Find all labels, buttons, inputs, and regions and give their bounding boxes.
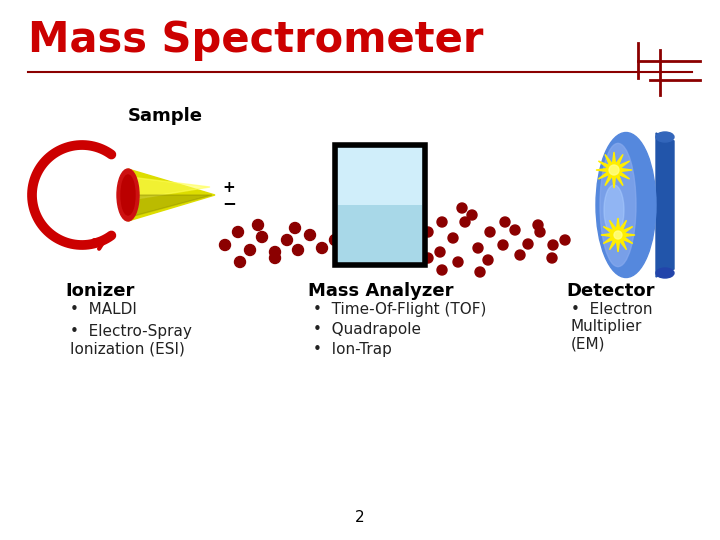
Circle shape — [448, 233, 458, 243]
Circle shape — [510, 225, 520, 235]
Polygon shape — [601, 218, 635, 252]
Text: •  MALDI: • MALDI — [70, 302, 137, 317]
Circle shape — [282, 234, 292, 246]
Circle shape — [547, 253, 557, 263]
Polygon shape — [656, 133, 674, 277]
Circle shape — [500, 217, 510, 227]
Circle shape — [253, 219, 264, 231]
Polygon shape — [130, 195, 212, 217]
Circle shape — [437, 217, 447, 227]
Text: •  Quadrapole: • Quadrapole — [313, 322, 421, 337]
Ellipse shape — [604, 185, 624, 235]
Circle shape — [483, 255, 493, 265]
Text: Mass Spectrometer: Mass Spectrometer — [28, 19, 483, 61]
Circle shape — [269, 246, 281, 258]
Ellipse shape — [596, 132, 656, 278]
Text: Detector: Detector — [566, 282, 654, 300]
Text: •  Electro-Spray
Ionization (ESI): • Electro-Spray Ionization (ESI) — [70, 324, 192, 356]
Circle shape — [423, 227, 433, 237]
Circle shape — [256, 232, 268, 242]
Circle shape — [235, 256, 246, 267]
Ellipse shape — [600, 144, 636, 267]
Circle shape — [435, 247, 445, 257]
Circle shape — [453, 257, 463, 267]
Text: •  Electron
Multiplier
(EM): • Electron Multiplier (EM) — [571, 302, 652, 352]
Circle shape — [269, 253, 281, 264]
Circle shape — [548, 240, 558, 250]
Circle shape — [437, 265, 447, 275]
Circle shape — [423, 253, 433, 263]
Circle shape — [609, 165, 619, 175]
Circle shape — [485, 227, 495, 237]
Text: •  Ion-Trap: • Ion-Trap — [313, 342, 392, 357]
Ellipse shape — [121, 175, 135, 215]
Circle shape — [523, 239, 533, 249]
Circle shape — [233, 226, 243, 238]
Circle shape — [460, 217, 470, 227]
Ellipse shape — [656, 132, 674, 142]
Text: Ionizer: Ionizer — [65, 282, 135, 300]
Circle shape — [498, 240, 508, 250]
Text: +: + — [222, 179, 235, 194]
Text: Mass Analyzer: Mass Analyzer — [308, 282, 454, 300]
Circle shape — [467, 210, 477, 220]
Text: −: − — [222, 194, 236, 212]
Polygon shape — [596, 152, 632, 188]
Circle shape — [220, 240, 230, 251]
Circle shape — [560, 235, 570, 245]
Ellipse shape — [656, 268, 674, 278]
Circle shape — [473, 243, 483, 253]
Circle shape — [245, 245, 256, 255]
Ellipse shape — [117, 169, 139, 221]
Polygon shape — [130, 177, 210, 200]
Circle shape — [292, 245, 304, 255]
Circle shape — [533, 220, 543, 230]
Text: 2: 2 — [355, 510, 365, 525]
Circle shape — [614, 231, 622, 239]
Bar — [335, 145, 425, 265]
Circle shape — [515, 250, 525, 260]
Circle shape — [305, 230, 315, 240]
Text: •  Time-Of-Flight (TOF): • Time-Of-Flight (TOF) — [313, 302, 487, 317]
Circle shape — [317, 242, 328, 253]
Text: Sample: Sample — [128, 107, 203, 125]
Circle shape — [410, 240, 420, 250]
Circle shape — [289, 222, 300, 233]
Circle shape — [475, 267, 485, 277]
Bar — [338, 148, 422, 205]
Circle shape — [535, 227, 545, 237]
Polygon shape — [128, 169, 215, 221]
Circle shape — [330, 234, 341, 246]
Circle shape — [457, 203, 467, 213]
